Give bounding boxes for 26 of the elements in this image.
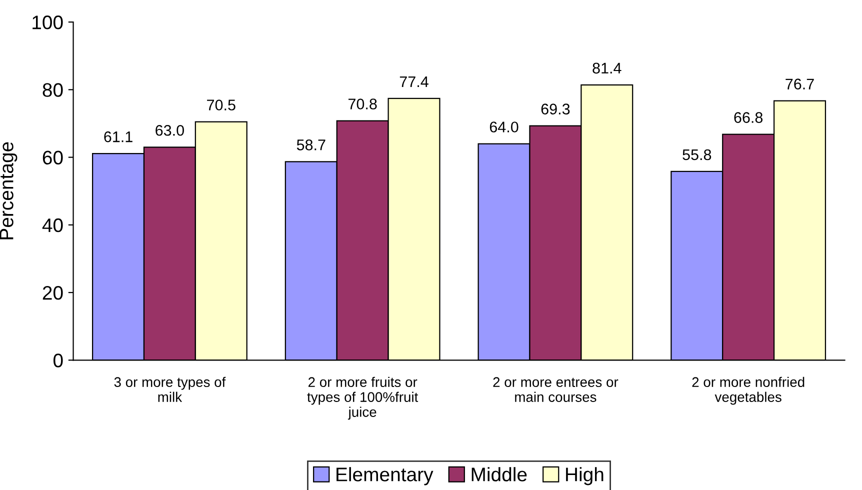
data-label: 61.1: [104, 131, 132, 142]
y-tick-label: 0: [53, 354, 63, 368]
legend-label: Elementary: [336, 467, 434, 486]
data-label: 64.0: [490, 122, 518, 132]
data-label: 77.4: [400, 76, 428, 87]
data-label: 58.7: [296, 140, 326, 150]
data-label: 70.8: [348, 98, 377, 110]
y-tick-label: 40: [42, 218, 63, 232]
y-tick-label: 80: [42, 83, 63, 97]
x-tick-label: 2 or more nonfried vegetables: [692, 376, 804, 405]
data-label: 66.8: [734, 112, 763, 123]
data-label: 70.5: [207, 100, 236, 110]
y-tick-label: 100: [32, 16, 63, 30]
legend-label: Middle: [472, 467, 527, 482]
data-label: 55.8: [682, 149, 712, 160]
x-tick-label: 2 or more entrees or main courses: [493, 377, 618, 402]
y-axis-title: Percentage: [0, 142, 18, 240]
y-tick-label: 60: [42, 150, 63, 165]
data-label: 76.7: [786, 78, 814, 90]
y-tick-label: 20: [42, 286, 63, 300]
data-label: 69.3: [541, 104, 570, 114]
legend-label: High: [566, 467, 604, 486]
data-label: 63.0: [156, 124, 184, 136]
x-tick-label: 2 or more fruits or types of 100%fruit juice: [307, 376, 418, 420]
data-label: 81.4: [592, 62, 622, 74]
x-tick-label: 3 or more types of milk: [114, 376, 226, 402]
